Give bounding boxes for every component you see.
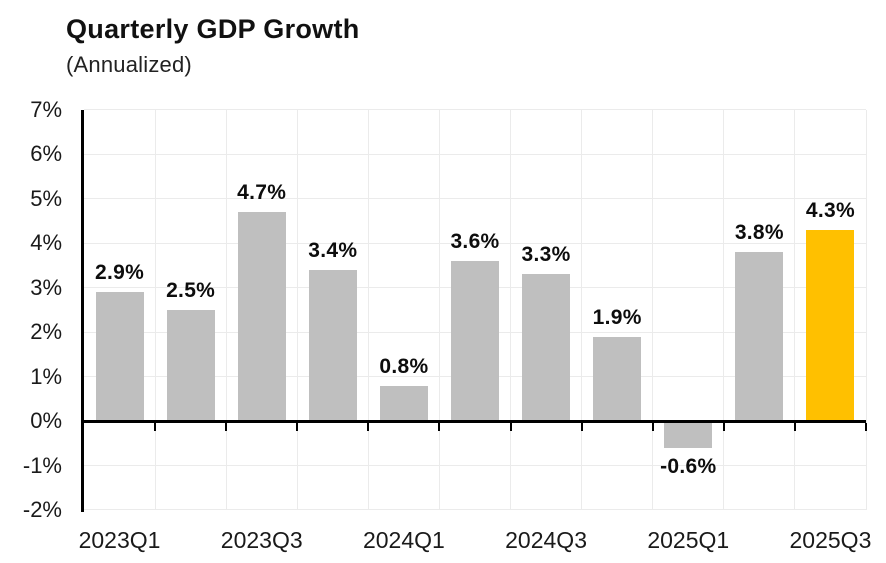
bar-2025Q2 [735,252,784,422]
bar-2025Q3 [806,229,855,422]
y-axis-line [81,110,84,512]
x-tick-mark [154,422,157,431]
h-gridline [84,242,866,244]
y-tick-label-3%: 3% [30,274,62,300]
v-gridline [438,110,440,510]
v-gridline [652,110,654,510]
y-tick-label--2%: -2% [22,496,62,522]
bar-value-label-2025Q1: -0.6% [660,454,717,478]
bar-2023Q1 [95,292,144,422]
bar-value-label-2023Q4: 3.4% [308,238,358,262]
v-gridline [296,110,298,510]
v-gridline [154,110,156,510]
bar-2023Q4 [308,269,357,422]
bar-value-label-2023Q3: 4.7% [237,181,287,205]
y-tick-label-2%: 2% [30,319,62,345]
y-tick-label-6%: 6% [30,141,62,167]
h-gridline [84,509,866,511]
h-gridline [84,153,866,155]
v-gridline [225,110,227,510]
chart-title: Quarterly GDP Growth [66,14,360,44]
v-gridline [367,110,369,510]
x-tick-label-2024Q3: 2024Q3 [505,527,587,553]
x-tick-mark [367,422,370,431]
x-tick-mark [580,422,583,431]
y-tick-label--1%: -1% [22,452,62,478]
v-gridline [723,110,725,510]
bar-value-label-2025Q2: 3.8% [734,221,784,245]
h-gridline [84,109,866,111]
x-tick-mark [651,422,654,431]
y-tick-label-4%: 4% [30,230,62,256]
x-tick-mark [296,422,299,431]
bar-2024Q1 [379,385,428,422]
bar-value-label-2023Q1: 2.9% [94,261,145,285]
x-tick-mark [722,422,725,431]
h-gridline [84,465,866,467]
y-tick-label-5%: 5% [30,185,62,211]
bar-2023Q3 [237,212,286,422]
x-axis-line [81,419,866,423]
chart-subtitle: (Annualized) [66,52,192,77]
x-tick-label-2023Q1: 2023Q1 [78,527,161,553]
v-gridline [794,110,796,510]
bar-value-label-2024Q1: 0.8% [379,354,429,378]
y-tick-label-0%: 0% [30,408,62,434]
v-gridline [865,110,867,510]
y-tick-label-1%: 1% [30,363,62,389]
bar-value-label-2024Q4: 1.9% [592,305,642,329]
bar-value-label-2025Q3: 4.3% [805,198,855,222]
bar-2024Q4 [593,336,642,422]
x-tick-label-2024Q1: 2024Q1 [362,527,445,553]
x-tick-mark [793,422,796,431]
y-tick-label-7%: 7% [30,96,62,122]
x-tick-mark [225,422,228,431]
bar-2024Q3 [522,274,571,422]
x-tick-label-2025Q3: 2025Q3 [789,527,872,553]
bar-2024Q2 [451,261,499,422]
bar-value-label-2024Q2: 3.6% [450,230,500,254]
bar-value-label-2023Q2: 2.5% [166,278,216,302]
x-tick-mark [509,422,512,431]
bar-value-label-2024Q3: 3.3% [521,243,571,267]
x-tick-mark [438,422,441,431]
bar-2023Q2 [166,309,215,422]
v-gridline [510,110,512,510]
v-gridline [581,110,583,510]
h-gridline [84,198,866,200]
x-tick-label-2025Q1: 2025Q1 [647,527,730,553]
bar-2025Q1 [664,421,713,448]
x-tick-label-2023Q3: 2023Q3 [220,527,303,553]
x-tick-mark [865,422,867,431]
